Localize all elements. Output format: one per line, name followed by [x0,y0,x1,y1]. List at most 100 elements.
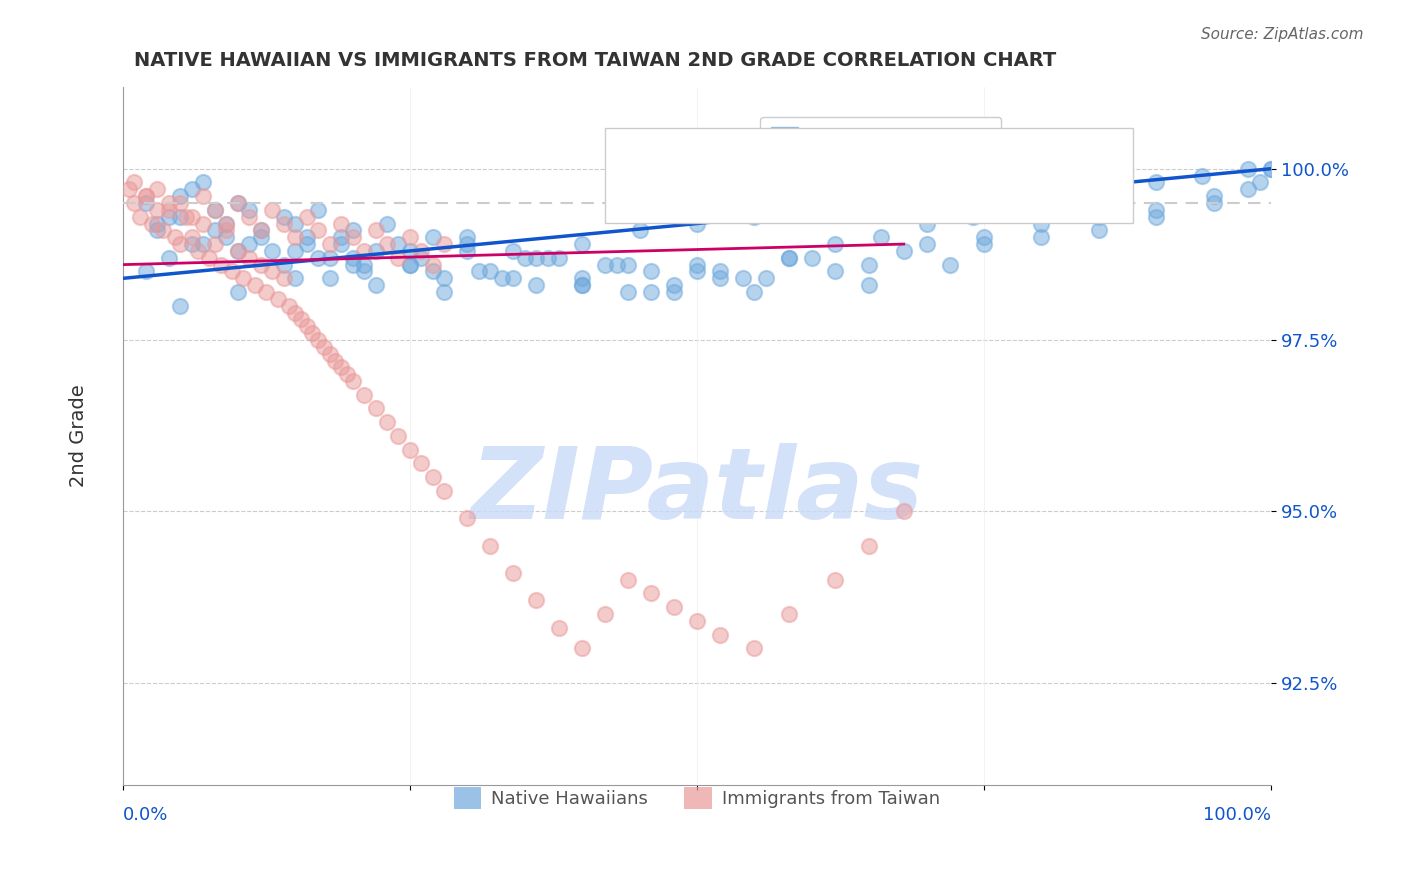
Point [858,258,880,272]
Point [375,217,398,231]
Point [249,230,271,244]
Point [1260,161,1282,176]
Point [731,271,754,285]
Point [502,271,524,285]
Point [204,237,226,252]
Point [364,244,387,258]
Point [593,607,616,621]
Point [571,278,593,293]
Point [617,258,640,272]
Point [800,202,823,217]
Point [468,264,491,278]
Point [709,271,731,285]
Point [157,202,180,217]
Point [524,251,547,265]
Point [1202,196,1225,211]
Point [411,456,433,470]
Point [157,251,180,265]
Point [226,244,249,258]
Point [353,388,375,402]
Point [342,258,364,272]
Point [1031,217,1053,231]
Point [640,285,662,299]
Point [163,230,186,244]
Point [215,230,238,244]
Point [204,202,226,217]
Point [180,210,202,224]
Point [1191,169,1213,183]
Point [256,285,278,299]
Point [662,285,685,299]
Point [1088,210,1111,224]
Point [387,429,409,443]
Point [135,264,157,278]
Point [169,189,191,203]
Point [548,251,571,265]
Point [387,237,409,252]
Point [399,244,422,258]
Point [491,271,513,285]
Point [399,258,422,272]
Point [938,258,960,272]
Point [318,271,340,285]
Point [973,182,995,196]
Point [238,202,260,217]
Point [433,483,456,498]
Point [284,271,307,285]
Point [249,223,271,237]
Point [858,539,880,553]
Point [1144,176,1167,190]
Point [330,237,353,252]
Point [571,278,593,293]
Point [330,230,353,244]
Point [915,217,938,231]
Point [295,230,318,244]
Legend: Native Hawaiians, Immigrants from Taiwan: Native Hawaiians, Immigrants from Taiwan [444,778,949,818]
Point [1099,182,1122,196]
Point [502,244,524,258]
Point [226,244,249,258]
Point [824,237,846,252]
Point [744,285,766,299]
Point [686,258,709,272]
Point [858,196,880,211]
Point [215,217,238,231]
Point [209,258,232,272]
Point [456,230,478,244]
Point [330,360,353,375]
Point [180,182,202,196]
Point [307,251,329,265]
Y-axis label: 2nd Grade: 2nd Grade [69,384,89,487]
Point [262,202,284,217]
Point [307,333,329,347]
Point [204,202,226,217]
Point [169,196,191,211]
Point [226,196,249,211]
Point [973,230,995,244]
Point [1237,161,1260,176]
Point [180,237,202,252]
Point [662,278,685,293]
Point [273,258,295,272]
Point [187,244,209,258]
Point [387,251,409,265]
Point [238,251,260,265]
Point [152,223,174,237]
Point [686,264,709,278]
Point [273,271,295,285]
Point [640,586,662,600]
Point [962,210,984,224]
Point [1007,202,1029,217]
Point [513,251,536,265]
Point [193,189,215,203]
Point [312,340,335,354]
Point [342,251,364,265]
Point [709,627,731,641]
Point [146,202,169,217]
Point [215,217,238,231]
Point [157,196,180,211]
Point [221,264,243,278]
Point [858,278,880,293]
Point [336,368,359,382]
Point [571,641,593,656]
